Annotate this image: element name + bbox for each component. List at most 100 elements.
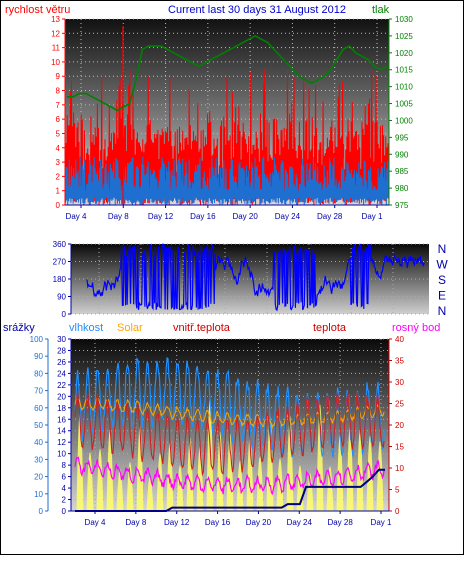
- rain-tick-label: 50: [34, 421, 43, 430]
- pressure-tick-label: 1030: [395, 15, 413, 24]
- x-tick-label: Day 20: [246, 518, 272, 527]
- x-tick-label: Day 12: [148, 212, 174, 221]
- temp-left-tick-label: 8: [62, 461, 67, 470]
- temp-right-tick-label: 20: [395, 421, 404, 430]
- temp-right-tick-label: 0: [395, 507, 400, 516]
- solar-hump: [366, 435, 374, 511]
- wind-tick-label: 10: [51, 58, 60, 67]
- temp-left-tick-label: 22: [57, 381, 66, 390]
- temp-right-tick-label: 25: [395, 400, 404, 409]
- solar-hump: [216, 431, 224, 511]
- solar-hump: [326, 466, 334, 511]
- temp-left-tick-label: 2: [62, 496, 67, 505]
- pressure-series: [67, 34, 388, 112]
- rain-tick-label: 20: [34, 473, 43, 482]
- temperature-x-axis: Day 4 Day 8 Day 12 Day 16 Day 20 Day 24 Day 28…: [71, 510, 392, 527]
- rain-tick-label: 40: [34, 438, 43, 447]
- wind-tick-label: 8: [56, 87, 61, 96]
- humidity-series: [74, 356, 385, 459]
- compass-label: N: [438, 304, 447, 318]
- solar-hump: [306, 473, 314, 511]
- pressure-tick-label: 1010: [395, 83, 413, 92]
- solar-hump: [136, 424, 144, 511]
- wind-direction-axis: 0 90 180 270 360: [53, 240, 72, 319]
- pressure-tick-label: 975: [395, 201, 409, 210]
- wind-tick-label: 1: [56, 187, 61, 196]
- temp-right-tick-label: 5: [395, 486, 400, 495]
- rain-tick-label: 30: [34, 455, 43, 464]
- pressure-tick-label: 1015: [395, 66, 413, 75]
- temp-right-tick-label: 30: [395, 378, 404, 387]
- temp-left-tick-label: 14: [57, 427, 66, 436]
- wind-axis-title: rychlost větru: [5, 4, 70, 16]
- x-tick-label: Day 20: [232, 212, 258, 221]
- x-tick-label: Day 1: [371, 518, 392, 527]
- rain-tick-label: 0: [39, 507, 44, 516]
- temp-left-tick-label: 28: [57, 346, 66, 355]
- temperature-legend: srážky vlhkost Solar vnitř.teplota teplota ro…: [3, 322, 440, 334]
- x-tick-label: Day 8: [108, 212, 129, 221]
- direction-tick-label: 180: [53, 275, 67, 284]
- temp-left-tick-label: 12: [57, 438, 66, 447]
- temp-right-tick-label: 40: [395, 335, 404, 344]
- x-tick-label: Day 4: [85, 518, 106, 527]
- temp-left-tick-label: 16: [57, 415, 66, 424]
- pressure-tick-label: 1025: [395, 32, 413, 41]
- solar-hump: [166, 441, 174, 511]
- wind-tick-label: 13: [51, 15, 60, 24]
- wind-tick-label: 3: [56, 158, 61, 167]
- rain-tick-label: 80: [34, 369, 43, 378]
- solar-hump: [146, 476, 154, 511]
- x-tick-label: Day 24: [275, 212, 301, 221]
- compass-label: W: [436, 258, 448, 272]
- wind-direction-series: [86, 243, 425, 312]
- temp-right-tick-label: 10: [395, 464, 404, 473]
- legend-label: teplota: [313, 322, 347, 334]
- solar-hump: [256, 456, 264, 511]
- x-tick-label: Day 4: [66, 212, 87, 221]
- legend-label: rosný bod: [392, 322, 440, 334]
- solar-hump: [126, 462, 134, 511]
- temp-left-tick-label: 24: [57, 369, 66, 378]
- wind-direction-series: [86, 243, 425, 312]
- x-tick-label: Day 28: [327, 518, 353, 527]
- rain-tick-label: 60: [34, 404, 43, 413]
- x-tick-label: Day 28: [317, 212, 343, 221]
- temp-left-tick-label: 26: [57, 358, 66, 367]
- wind-tick-label: 7: [56, 101, 61, 110]
- temp-left-tick-label: 30: [57, 335, 66, 344]
- temp-right-tick-label: 15: [395, 443, 404, 452]
- direction-tick-label: 0: [62, 310, 67, 319]
- temp-left-tick-label: 18: [57, 404, 66, 413]
- wind-speed-series: [64, 156, 389, 206]
- pressure-tick-label: 1000: [395, 116, 413, 125]
- temp-left-tick-label: 10: [57, 450, 66, 459]
- wind-tick-label: 11: [52, 44, 61, 53]
- pressure-tick-label: 990: [395, 150, 409, 159]
- pressure-tick-label: 985: [395, 167, 409, 176]
- pressure-tick-label: 995: [395, 133, 409, 142]
- solar-hump: [376, 440, 384, 511]
- rain-tick-label: 100: [30, 335, 44, 344]
- temp-left-tick-label: 4: [62, 484, 67, 493]
- solar-hump: [86, 452, 94, 511]
- pressure-tick-label: 980: [395, 184, 409, 193]
- wind-tick-label: 9: [56, 72, 61, 81]
- wind-pressure-x-axis: Day 4 Day 8 Day 12 Day 16 Day 20 Day 24 Day 28…: [65, 204, 389, 221]
- temp-left-tick-label: 0: [62, 507, 67, 516]
- rain-tick-label: 70: [34, 387, 43, 396]
- x-tick-label: Day 16: [205, 518, 231, 527]
- compass-label: S: [438, 273, 446, 287]
- rain-tick-label: 90: [34, 352, 43, 361]
- x-tick-label: Day 8: [125, 518, 146, 527]
- legend-label: Solar: [117, 322, 143, 334]
- solar-hump: [316, 404, 324, 511]
- legend-label: srážky: [3, 322, 35, 334]
- direction-tick-label: 270: [53, 258, 67, 267]
